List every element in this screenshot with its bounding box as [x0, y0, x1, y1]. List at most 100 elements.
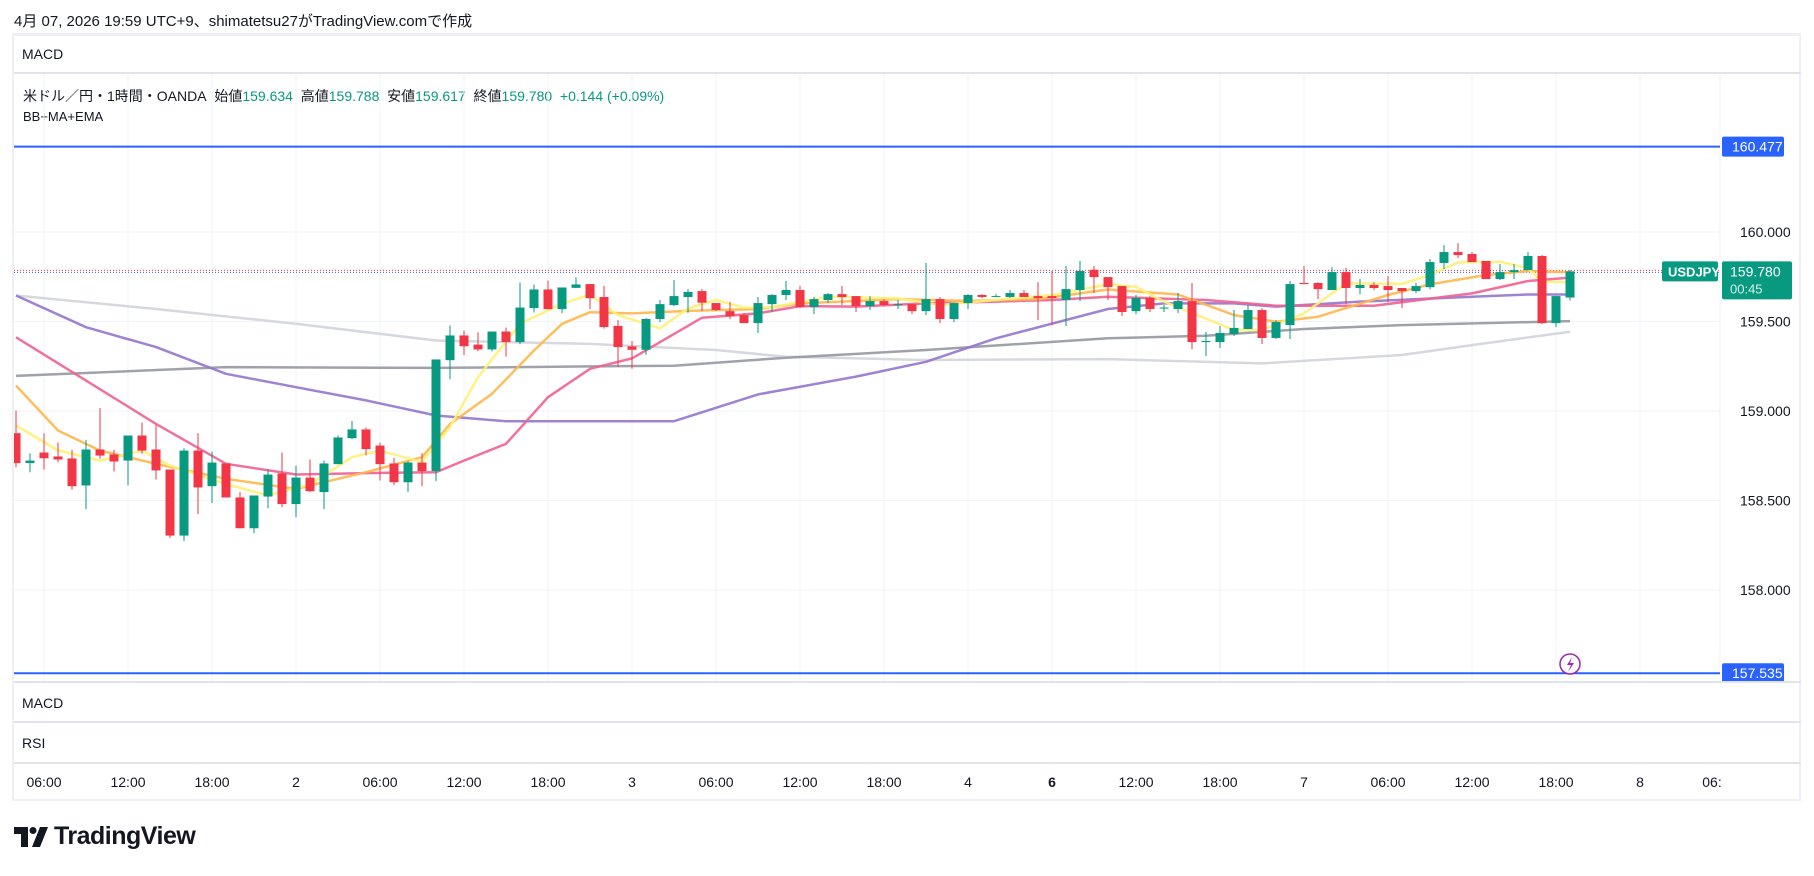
candle[interactable] — [571, 277, 581, 288]
candle[interactable] — [417, 453, 427, 487]
candle[interactable] — [1551, 296, 1561, 328]
candle[interactable] — [263, 469, 273, 509]
candle[interactable] — [1453, 243, 1463, 258]
candle[interactable] — [277, 452, 287, 508]
candle[interactable] — [137, 422, 147, 454]
candle[interactable] — [235, 491, 245, 529]
candle[interactable] — [1369, 282, 1379, 290]
candle[interactable] — [389, 457, 399, 486]
candle[interactable] — [613, 320, 623, 367]
candle[interactable] — [487, 331, 497, 352]
candle[interactable] — [1565, 269, 1575, 301]
candle[interactable] — [1285, 281, 1295, 340]
candle[interactable] — [305, 459, 315, 493]
candle[interactable] — [1257, 308, 1267, 345]
candle[interactable] — [1103, 277, 1113, 301]
price-chart[interactable]: 160.000 159.500 159.000 158.500 158.000 160.4… — [14, 74, 1801, 681]
candle[interactable] — [851, 296, 861, 313]
candle[interactable] — [879, 299, 889, 307]
candle[interactable] — [109, 449, 119, 472]
candle[interactable] — [1215, 325, 1225, 348]
candle[interactable] — [529, 284, 539, 313]
candle[interactable] — [725, 301, 735, 319]
candle[interactable] — [1383, 276, 1393, 302]
candle[interactable] — [669, 279, 679, 307]
candle[interactable] — [711, 303, 721, 312]
candle[interactable] — [767, 294, 777, 313]
candle[interactable] — [991, 294, 1001, 298]
candle[interactable] — [1509, 264, 1519, 280]
candle[interactable] — [1537, 255, 1547, 325]
candle[interactable] — [1187, 283, 1197, 350]
candle[interactable] — [1033, 282, 1043, 321]
candle[interactable] — [1145, 296, 1155, 313]
candle[interactable] — [949, 303, 959, 323]
candle[interactable] — [361, 427, 371, 456]
candle[interactable] — [935, 296, 945, 324]
candle[interactable] — [781, 281, 791, 301]
candle[interactable] — [697, 289, 707, 312]
candle[interactable] — [907, 304, 917, 314]
macd-panel[interactable]: MACD — [14, 681, 1801, 723]
candle[interactable] — [67, 449, 77, 490]
candle[interactable] — [1047, 271, 1057, 326]
rsi-panel[interactable]: RSI — [14, 723, 1801, 764]
candle[interactable] — [1229, 310, 1239, 336]
candle[interactable] — [81, 439, 91, 510]
candle[interactable] — [1341, 267, 1351, 305]
candle[interactable] — [1201, 332, 1211, 357]
candle[interactable] — [1327, 267, 1337, 290]
candle[interactable] — [753, 296, 763, 333]
candle[interactable] — [963, 294, 973, 309]
time-axis[interactable]: 06:00 12:00 18:00 2 06:00 12:00 18:00 3 06:00 12:… — [14, 764, 1801, 800]
candle[interactable] — [921, 262, 931, 316]
candle[interactable] — [151, 425, 161, 480]
candle[interactable] — [14, 410, 21, 468]
candle[interactable] — [1439, 245, 1449, 270]
candle[interactable] — [333, 435, 343, 465]
candle[interactable] — [1089, 266, 1099, 294]
candle[interactable] — [1005, 289, 1015, 299]
tradingview-logo[interactable]: TradingView — [14, 822, 196, 851]
candle[interactable] — [445, 325, 455, 380]
lightning-icon[interactable] — [1559, 653, 1581, 675]
candle[interactable] — [1117, 286, 1127, 316]
candle[interactable] — [179, 448, 189, 542]
candle[interactable] — [837, 286, 847, 306]
candle[interactable] — [249, 495, 259, 534]
indicator-legend[interactable]: BB+MA+EMA — [23, 109, 104, 124]
candle[interactable] — [473, 332, 483, 352]
candle[interactable] — [1523, 252, 1533, 271]
candle[interactable] — [25, 453, 35, 473]
candle[interactable] — [1173, 293, 1183, 314]
candle[interactable] — [1299, 266, 1309, 285]
candle[interactable] — [599, 286, 609, 329]
candle[interactable] — [1397, 288, 1407, 309]
candle[interactable] — [39, 433, 49, 470]
candle[interactable] — [165, 469, 175, 538]
candle[interactable] — [515, 282, 525, 345]
candle[interactable] — [809, 296, 819, 314]
candle[interactable] — [403, 461, 413, 493]
candle[interactable] — [823, 293, 833, 304]
candle[interactable] — [557, 287, 567, 314]
candle[interactable] — [543, 280, 553, 310]
candle[interactable] — [1075, 260, 1085, 302]
candle[interactable] — [1061, 266, 1071, 326]
candle[interactable] — [123, 435, 133, 486]
candle[interactable] — [739, 313, 749, 324]
candle[interactable] — [1019, 289, 1029, 297]
candle[interactable] — [1467, 252, 1477, 263]
candle[interactable] — [347, 420, 357, 440]
candle[interactable] — [95, 408, 105, 459]
candle[interactable] — [221, 463, 231, 498]
candle[interactable] — [1131, 295, 1141, 314]
candle[interactable] — [1425, 259, 1435, 290]
symbol-name[interactable]: 米ドル／円・1時間・OANDA — [23, 88, 207, 104]
candle[interactable] — [1159, 305, 1169, 313]
candle[interactable] — [655, 300, 665, 323]
candle[interactable] — [459, 330, 469, 356]
candle[interactable] — [893, 300, 903, 309]
candle[interactable] — [865, 296, 875, 311]
candle[interactable] — [795, 286, 805, 309]
